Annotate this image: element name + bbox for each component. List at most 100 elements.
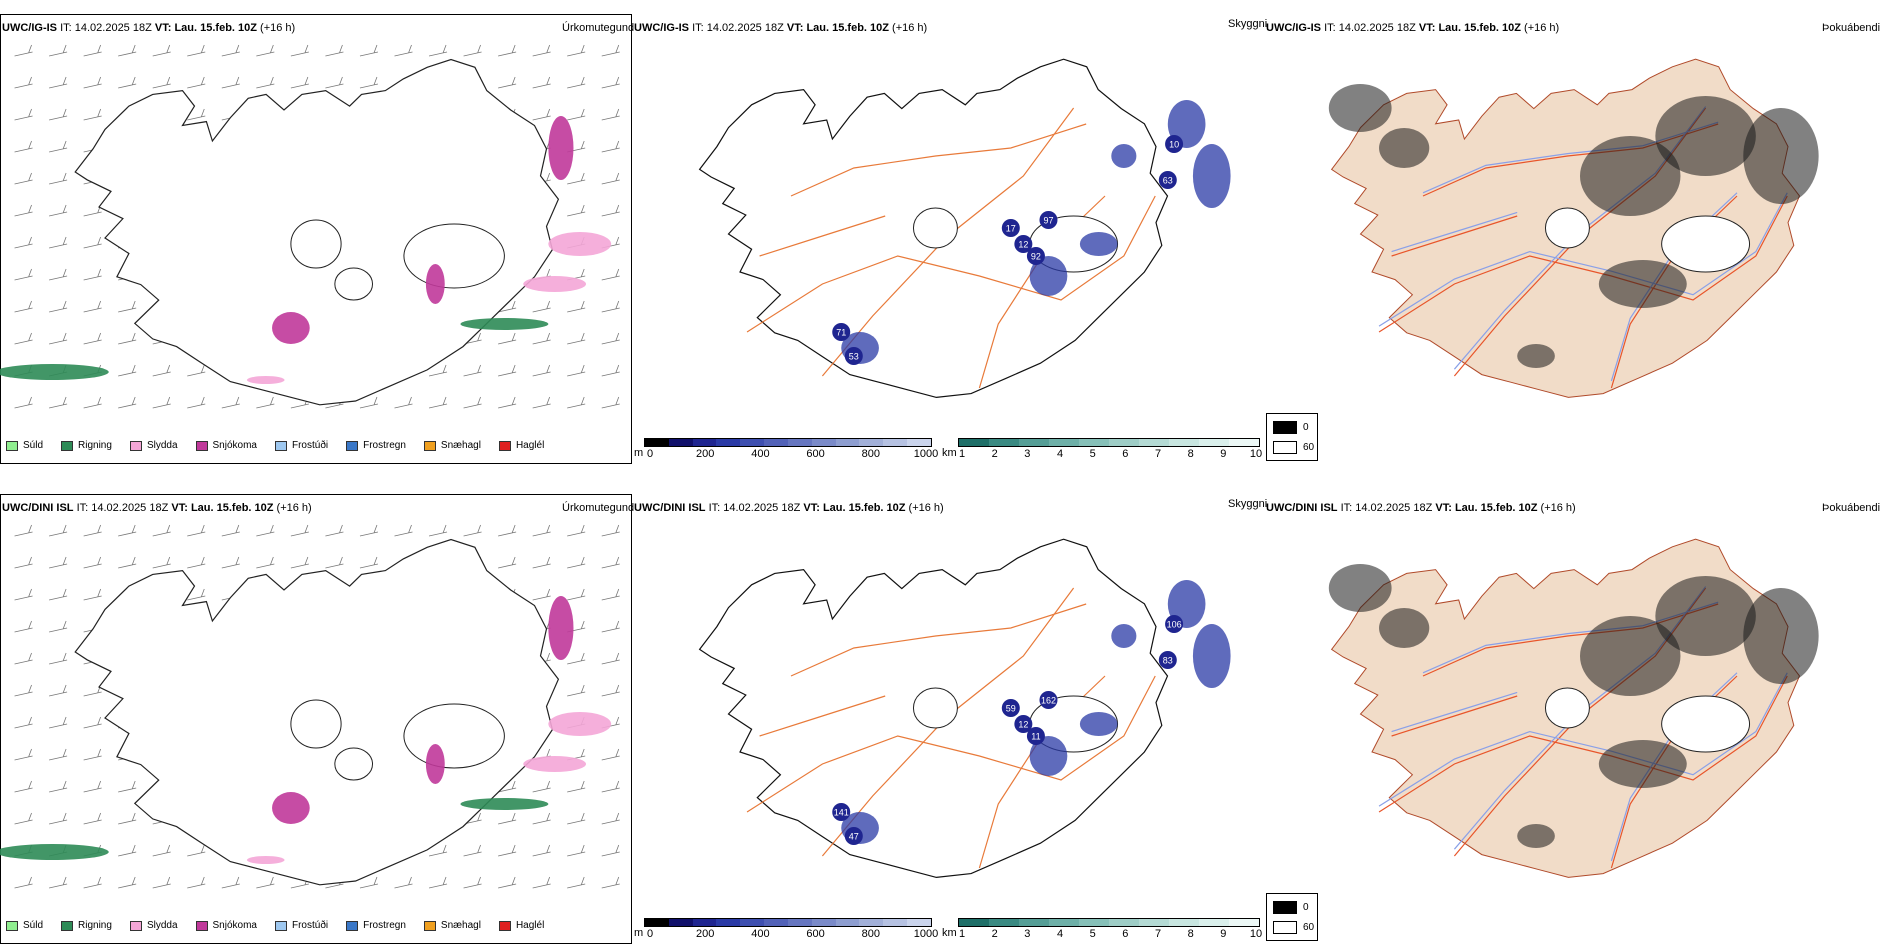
vis-color-step (1229, 439, 1259, 446)
it-value: 14.02.2025 18Z (91, 502, 169, 514)
wind-barb (325, 524, 344, 537)
precip-panel-title: Úrkomutegund (562, 502, 635, 514)
fog-swatch-60 (1273, 921, 1297, 934)
ceiling-color-step (668, 439, 693, 446)
wind-barb (498, 300, 517, 313)
wind-barb (532, 396, 551, 409)
wind-barb (187, 108, 206, 121)
ceiling-color-step (764, 439, 788, 446)
ceiling-label-6: 83 (1163, 656, 1173, 666)
ceiling-label-5: 17 (1006, 224, 1016, 234)
wind-barb (428, 364, 448, 377)
cloud-area-5 (1111, 624, 1137, 648)
fog-area-1 (1379, 608, 1430, 648)
wind-barb (290, 44, 309, 57)
wind-barb (498, 396, 517, 409)
it-value: 14.02.2025 18Z (1355, 502, 1433, 514)
wind-barb (14, 332, 33, 345)
glacier-langjokull (912, 207, 958, 249)
legend-swatch (274, 920, 287, 931)
legend-label: Frostúði (291, 920, 329, 931)
wind-barb (152, 396, 171, 409)
fog-swatch-0 (1273, 421, 1297, 434)
wind-barb (83, 812, 102, 825)
ceiling-tick: 400 (751, 448, 770, 460)
wind-barb (118, 44, 137, 57)
precip-area-3 (548, 232, 612, 256)
legend-swatch (195, 920, 208, 931)
wind-barb (498, 44, 517, 57)
precip-map-1 (0, 44, 620, 409)
wind-barb (152, 76, 171, 89)
header-fog-2: UWC/DINI ISL IT: 14.02.2025 18Z VT: Lau.… (1266, 502, 1576, 514)
ceiling-dot-6 (1158, 171, 1177, 189)
precip-area-0 (272, 792, 310, 824)
wind-barb (601, 76, 620, 89)
wind-barb (290, 556, 309, 569)
precip-area-0 (272, 312, 310, 344)
wind-barb (532, 556, 551, 569)
ceiling-color-step (835, 919, 860, 926)
wind-barb (601, 812, 620, 825)
wind-barb (256, 876, 275, 889)
wind-barb (567, 44, 586, 57)
fog-area-6 (1517, 344, 1555, 368)
vis-color-step (1199, 919, 1229, 926)
vis-color-step (1229, 919, 1259, 926)
vt-label: VT: (154, 22, 172, 34)
legend-label: Súld (23, 920, 44, 931)
legend-swatch (346, 440, 359, 451)
wind-barb (221, 556, 240, 569)
wind-barb (83, 76, 102, 89)
wind-barb (256, 556, 275, 569)
wind-barb (49, 748, 68, 761)
ceiling-color-step (692, 439, 717, 446)
wind-barb (601, 556, 620, 569)
wind-barb (221, 876, 240, 889)
vt-value: Lau. 15.feb. 10Z (1438, 22, 1521, 34)
wind-barb (428, 396, 448, 409)
legend-item: Haglél (498, 920, 544, 931)
vt-value: Lau. 15.feb. 10Z (806, 22, 889, 34)
vis-tick: 8 (1187, 448, 1194, 460)
ceiling-dot-2 (1039, 691, 1058, 709)
wind-barb (601, 780, 620, 793)
legend-item: Frostregn (346, 440, 406, 451)
wind-barb (498, 876, 517, 889)
ceiling-tick: 800 (861, 448, 880, 460)
wind-barb (567, 332, 586, 345)
fog-label-60: 60 (1303, 922, 1315, 933)
legend-item: Snæhagl (423, 920, 481, 931)
wind-barb (601, 396, 620, 409)
ceiling-label-7: 106 (1167, 620, 1182, 630)
model-name: UWC/DINI ISL (2, 502, 74, 514)
vis-tick: 9 (1220, 928, 1227, 940)
wind-barb (221, 396, 240, 409)
wind-barb (463, 44, 482, 57)
precip-area-3 (548, 712, 612, 736)
it-label: IT: (1340, 502, 1353, 514)
legend-item: Frostregn (346, 920, 406, 931)
ceiling-tick: 1000 (913, 448, 939, 460)
lead-time: (+16 h) (260, 22, 296, 34)
vis-tick: 8 (1187, 928, 1194, 940)
wind-barb (14, 716, 33, 729)
ceiling-label-6: 63 (1163, 176, 1173, 186)
wind-barb (118, 76, 137, 89)
wind-barb (14, 780, 33, 793)
wind-barb (325, 44, 344, 57)
ceiling-dot-7 (1165, 135, 1184, 153)
vis-tick: 9 (1220, 448, 1227, 460)
ceiling-label-7: 10 (1169, 140, 1179, 150)
legend-item: Haglél (498, 440, 544, 451)
ceiling-color-step (787, 919, 812, 926)
ceiling-scale-1: m 0 200 400 600 800 1000 (634, 438, 939, 464)
wind-barb (187, 76, 206, 89)
precip-area-7 (246, 856, 285, 864)
vt-label: VT: (803, 502, 820, 514)
glacier-vatnajokull (403, 223, 505, 289)
wind-barb (83, 780, 102, 793)
wind-barb (567, 300, 586, 313)
legend-swatch (129, 440, 142, 451)
glacier-vatnajokull (1661, 695, 1751, 753)
